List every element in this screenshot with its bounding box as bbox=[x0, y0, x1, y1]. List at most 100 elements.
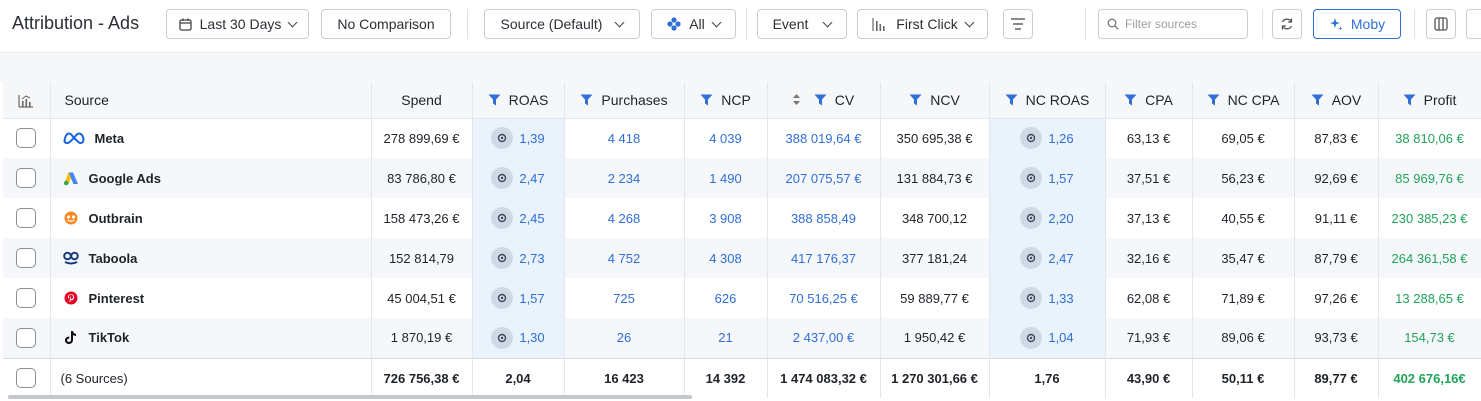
nc-roas-cell[interactable]: 2,47 bbox=[989, 238, 1106, 278]
roas-cell[interactable]: 2,73 bbox=[472, 238, 565, 278]
roas-cell[interactable]: 1,30 bbox=[472, 318, 565, 358]
row-checkbox[interactable] bbox=[16, 288, 37, 308]
source-cell[interactable]: Outbrain bbox=[50, 198, 372, 238]
nc-roas-value: 1,26 bbox=[1048, 130, 1074, 146]
pixel-icon bbox=[1020, 127, 1043, 150]
purchases-cell[interactable]: 26 bbox=[564, 318, 685, 358]
total-source-cell: (6 Sources) bbox=[50, 357, 372, 398]
column-header-cpa[interactable]: CPA bbox=[1105, 82, 1193, 119]
nc-roas-value: 1,04 bbox=[1048, 330, 1074, 346]
row-checkbox[interactable] bbox=[16, 168, 37, 188]
ncp-cell[interactable]: 1 490 bbox=[684, 158, 768, 198]
ncp-cell[interactable]: 21 bbox=[684, 318, 768, 358]
chevron-down-icon bbox=[964, 17, 975, 27]
cpa-cell: 32,16 € bbox=[1105, 238, 1193, 278]
filter-sources-search[interactable] bbox=[1098, 9, 1248, 39]
moby-button[interactable]: Moby bbox=[1313, 9, 1401, 39]
ncp-cell[interactable]: 4 039 bbox=[684, 118, 768, 158]
roas-cell[interactable]: 2,47 bbox=[472, 158, 565, 198]
column-header-profit[interactable]: Profit bbox=[1378, 82, 1481, 119]
purchases-cell[interactable]: 4 418 bbox=[564, 118, 685, 158]
nc-roas-cell[interactable]: 2,20 bbox=[989, 198, 1106, 238]
cv-cell[interactable]: 388 019,64 € bbox=[767, 118, 881, 158]
nc-roas-cell[interactable]: 1,26 bbox=[989, 118, 1106, 158]
pixel-funnel-icon bbox=[814, 94, 827, 106]
purchases-cell[interactable]: 4 752 bbox=[564, 238, 685, 278]
ncv-cell: 131 884,73 € bbox=[880, 158, 990, 198]
row-select-cell bbox=[3, 238, 51, 278]
pixel-icon bbox=[491, 326, 514, 349]
source-dropdown[interactable]: Source (Default) bbox=[484, 9, 640, 39]
sort-icon[interactable] bbox=[792, 94, 800, 106]
table-row: Meta 278 899,69 € 1,39 4 418 4 039 388 0… bbox=[3, 118, 1481, 158]
ncp-cell[interactable]: 4 308 bbox=[684, 238, 768, 278]
roas-cell[interactable]: 2,45 bbox=[472, 198, 565, 238]
purchases-cell[interactable]: 2 234 bbox=[564, 158, 685, 198]
cv-cell[interactable]: 70 516,25 € bbox=[767, 278, 881, 318]
pixel-funnel-icon bbox=[700, 94, 713, 106]
roas-cell[interactable]: 1,39 bbox=[472, 118, 565, 158]
meta-logo-icon bbox=[62, 130, 85, 146]
column-header-label: NCV bbox=[930, 91, 960, 108]
column-header-roas[interactable]: ROAS bbox=[472, 82, 565, 119]
row-checkbox[interactable] bbox=[16, 208, 37, 228]
ncv-cell: 59 889,77 € bbox=[880, 278, 990, 318]
pixel-funnel-icon bbox=[1311, 94, 1324, 106]
source-cell[interactable]: Google Ads bbox=[50, 158, 372, 198]
select-all-checkbox[interactable] bbox=[16, 368, 37, 389]
column-header-nc-roas[interactable]: NC ROAS bbox=[989, 82, 1106, 119]
cv-cell[interactable]: 207 075,57 € bbox=[767, 158, 881, 198]
source-cell[interactable]: Pinterest bbox=[50, 278, 372, 318]
attribution-model-dropdown[interactable]: First Click bbox=[857, 9, 988, 39]
refresh-button[interactable] bbox=[1272, 9, 1302, 39]
column-header-nc-cpa[interactable]: NC CPA bbox=[1192, 82, 1295, 119]
row-checkbox[interactable] bbox=[16, 128, 37, 149]
source-cell[interactable]: Taboola bbox=[50, 238, 372, 278]
filter-sources-input[interactable] bbox=[1125, 17, 1240, 31]
nc-roas-cell[interactable]: 1,57 bbox=[989, 158, 1106, 198]
column-header-aov[interactable]: AOV bbox=[1294, 82, 1379, 119]
event-dropdown[interactable]: Event bbox=[757, 9, 847, 39]
column-header-source[interactable]: Source bbox=[50, 82, 372, 119]
roas-value: 2,47 bbox=[519, 170, 545, 186]
row-checkbox[interactable] bbox=[16, 327, 37, 348]
column-header-label: Spend bbox=[401, 91, 442, 108]
chart-toggle-header[interactable] bbox=[3, 82, 51, 119]
pixel-funnel-icon bbox=[1207, 94, 1220, 106]
spend-cell: 1 870,19 € bbox=[371, 318, 473, 358]
filter-all-dropdown[interactable]: All bbox=[651, 9, 736, 39]
table-row: Taboola 152 814,79 2,73 4 752 4 308 417 … bbox=[3, 238, 1481, 278]
source-cell[interactable]: Meta bbox=[50, 118, 372, 158]
column-header-ncp[interactable]: NCP bbox=[684, 82, 768, 119]
purchases-cell[interactable]: 725 bbox=[564, 278, 685, 318]
column-header-spend[interactable]: Spend bbox=[371, 82, 473, 119]
cpa-cell: 37,51 € bbox=[1105, 158, 1193, 198]
menu-button[interactable] bbox=[1003, 9, 1033, 39]
spend-cell: 152 814,79 bbox=[371, 238, 473, 278]
cv-cell[interactable]: 417 176,37 bbox=[767, 238, 881, 278]
pixel-icon bbox=[491, 247, 514, 269]
nc-roas-cell[interactable]: 1,33 bbox=[989, 278, 1106, 318]
column-header-purchases[interactable]: Purchases bbox=[564, 82, 685, 119]
date-range-dropdown[interactable]: Last 30 Days bbox=[166, 9, 309, 39]
column-header-cv[interactable]: CV bbox=[767, 82, 881, 119]
table-row: Google Ads 83 786,80 € 2,47 2 234 1 490 … bbox=[3, 158, 1481, 198]
row-checkbox[interactable] bbox=[16, 248, 37, 268]
purchases-cell[interactable]: 4 268 bbox=[564, 198, 685, 238]
comparison-button[interactable]: No Comparison bbox=[321, 9, 451, 39]
ncp-cell[interactable]: 626 bbox=[684, 278, 768, 318]
cv-cell[interactable]: 2 437,00 € bbox=[767, 318, 881, 358]
columns-layout-button[interactable] bbox=[1426, 9, 1456, 39]
source-cell[interactable]: TikTok bbox=[50, 318, 372, 358]
aov-cell: 92,69 € bbox=[1294, 158, 1379, 198]
horizontal-scrollbar[interactable] bbox=[8, 395, 692, 399]
table-top-band bbox=[0, 52, 1481, 82]
ncp-cell[interactable]: 3 908 bbox=[684, 198, 768, 238]
columns-icon bbox=[1434, 17, 1448, 31]
pixel-icon bbox=[491, 127, 514, 150]
more-options-button[interactable] bbox=[1466, 9, 1481, 39]
cv-cell[interactable]: 388 858,49 bbox=[767, 198, 881, 238]
column-header-ncv[interactable]: NCV bbox=[880, 82, 990, 119]
roas-cell[interactable]: 1,57 bbox=[472, 278, 565, 318]
nc-roas-cell[interactable]: 1,04 bbox=[989, 318, 1106, 358]
